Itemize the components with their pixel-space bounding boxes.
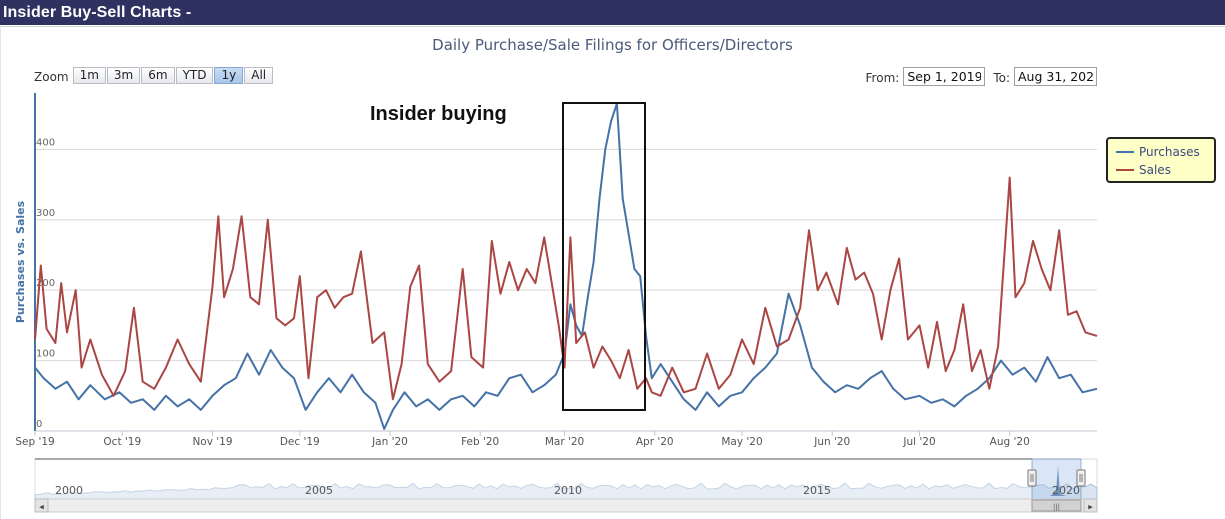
- date-range-selector: From: To:: [858, 67, 1097, 86]
- page-title: Insider Buy-Sell Charts -: [0, 0, 1225, 25]
- legend-label-purchases: Purchases: [1139, 145, 1200, 159]
- chart-title: Daily Purchase/Sale Filings for Officers…: [432, 36, 793, 54]
- legend-item-purchases[interactable]: Purchases: [1116, 143, 1214, 161]
- to-date-input[interactable]: [1014, 67, 1097, 86]
- zoom-selector: Zoom 1m 3m 6m YTD 1y All: [34, 67, 274, 84]
- to-label: To:: [993, 71, 1010, 85]
- legend-item-sales[interactable]: Sales: [1116, 161, 1214, 179]
- zoom-button-ytd[interactable]: YTD: [175, 67, 214, 84]
- zoom-button-1y[interactable]: 1y: [214, 67, 244, 84]
- zoom-button-all[interactable]: All: [244, 67, 274, 84]
- zoom-button-1m[interactable]: 1m: [72, 67, 106, 84]
- from-label: From:: [865, 71, 900, 85]
- zoom-label: Zoom: [34, 70, 69, 84]
- chart-frame: [0, 26, 1225, 519]
- legend-swatch-sales: [1116, 169, 1134, 171]
- legend-swatch-purchases: [1116, 151, 1134, 153]
- insider-buying-annotation: Insider buying: [370, 103, 507, 125]
- legend-label-sales: Sales: [1139, 163, 1171, 177]
- zoom-button-6m[interactable]: 6m: [141, 67, 175, 84]
- from-date-input[interactable]: [903, 67, 986, 86]
- zoom-button-3m[interactable]: 3m: [106, 67, 141, 84]
- legend: Purchases Sales: [1106, 137, 1216, 183]
